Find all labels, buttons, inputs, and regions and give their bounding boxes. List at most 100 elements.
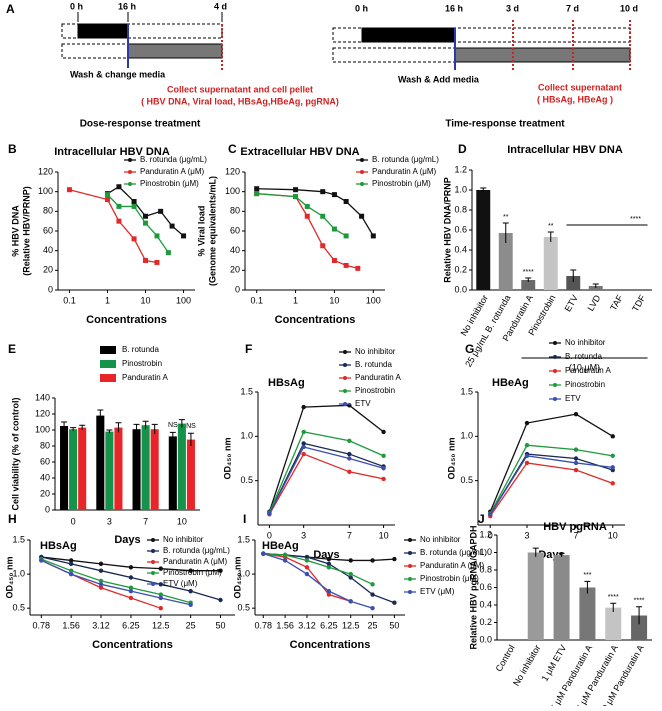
legend-label: Panduratin A <box>122 373 168 382</box>
y-tick-label: 1.2 <box>479 529 492 539</box>
bar-outline <box>332 47 631 63</box>
y-axis-label: % HBV DNA <box>10 205 20 257</box>
y-tick-label: 140 <box>35 392 50 402</box>
x-tick-label: 7 <box>347 530 352 540</box>
legend-label: Pinostrobin (μM) <box>420 574 479 583</box>
point <box>304 554 310 560</box>
timeline-left <box>61 12 223 72</box>
x-tick-label: ETV <box>563 293 580 313</box>
y-tick-label: 1.5 <box>12 534 25 544</box>
y-tick-label: 1.0 <box>237 568 250 578</box>
point <box>98 561 104 567</box>
point <box>304 558 310 563</box>
point <box>326 561 332 567</box>
y-tick-label: 20 <box>230 265 240 275</box>
panel-label: H <box>8 512 17 526</box>
x-tick-label: 7 <box>143 516 148 526</box>
legend-label: ETV (μM) <box>420 587 455 596</box>
y-tick-label: 0.5 <box>12 603 25 613</box>
y-tick-label: 0.5 <box>240 475 253 485</box>
legend-marker <box>408 551 412 555</box>
y-axis-label: % Viral load <box>196 206 206 257</box>
y-tick-label: 0.4 <box>454 244 467 254</box>
legend-label: B. rotunda <box>122 345 159 354</box>
chart-title: HBsAg <box>40 540 77 552</box>
point <box>104 192 110 198</box>
point <box>392 556 397 562</box>
point <box>188 568 193 573</box>
error-bar <box>502 222 509 243</box>
x-tick-label: 10 <box>177 516 187 526</box>
point <box>128 575 134 580</box>
series-line <box>489 413 614 512</box>
bar <box>132 429 141 510</box>
y-tick-label: 1.0 <box>454 184 467 194</box>
x-tick-label: 0 <box>488 530 493 540</box>
x-tick-label: 0 <box>267 530 272 540</box>
error-bar <box>151 423 158 434</box>
panel-label: C <box>228 142 237 156</box>
x-tick-label: 1.56 <box>276 620 294 630</box>
point <box>116 218 122 224</box>
point <box>68 571 74 577</box>
error-bar <box>525 277 532 282</box>
x-tick-label: 0 <box>71 516 76 526</box>
x-axis-label: Days <box>114 534 140 546</box>
y-tick-label: 0 <box>48 284 53 294</box>
point <box>128 588 134 594</box>
point <box>116 184 122 190</box>
significance: NS <box>186 423 196 430</box>
point <box>68 568 74 573</box>
point <box>131 203 137 209</box>
error-bar <box>97 409 104 422</box>
x-tick-label: 50 <box>389 620 399 630</box>
point <box>98 578 104 584</box>
point <box>320 213 326 219</box>
chart-title: Intracellular HBV DNA <box>507 144 623 156</box>
point <box>254 191 260 197</box>
legend-label: B. rotunda (μg/mL) <box>140 155 207 164</box>
legend-marker <box>408 538 412 542</box>
point <box>320 243 326 249</box>
bar <box>177 423 186 510</box>
point <box>381 453 386 459</box>
point <box>348 575 353 580</box>
panel-label: E <box>8 342 16 356</box>
y-tick-label: 100 <box>35 424 50 434</box>
point <box>128 595 134 601</box>
point <box>524 453 530 459</box>
series-line <box>489 444 613 514</box>
legend-marker <box>408 590 412 594</box>
error-bar <box>547 231 554 242</box>
y-tick-label: 0.8 <box>454 204 467 214</box>
point <box>261 551 266 556</box>
point <box>343 262 349 268</box>
y-tick-label: 120 <box>225 166 240 176</box>
wash-text: Wash & change media <box>70 69 166 79</box>
bar <box>114 427 123 510</box>
series-line <box>268 453 384 515</box>
point <box>347 469 352 474</box>
y-tick-label: 0.5 <box>237 603 250 613</box>
point <box>98 582 104 587</box>
x-tick-label: 7 <box>573 530 578 540</box>
bar <box>476 190 491 290</box>
error-bar <box>70 427 77 431</box>
treatment-bar <box>361 27 456 43</box>
point <box>158 592 163 597</box>
y-tick-label: 80 <box>40 440 50 450</box>
legend-label: ETV (μM) <box>163 579 198 588</box>
series-line <box>489 455 613 515</box>
point <box>181 233 187 239</box>
legend-label: Pinostrobin <box>565 380 605 389</box>
x-axis-label: Concentrations <box>92 639 173 651</box>
chart-title: HBsAg <box>268 377 305 389</box>
point <box>355 265 361 271</box>
error-bar <box>610 602 617 612</box>
legend-marker <box>343 363 347 367</box>
bar <box>141 425 150 510</box>
point <box>218 568 223 573</box>
error-bar <box>532 547 539 557</box>
legend-label: B. rotunda (μg/mL) <box>163 546 230 555</box>
